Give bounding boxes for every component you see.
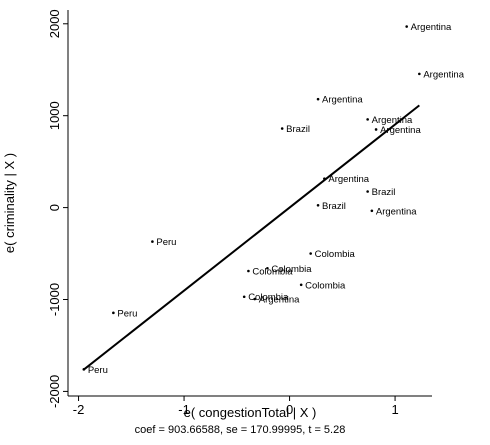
point-label: Argentina xyxy=(411,22,452,33)
y-tick-label: 0 xyxy=(47,204,62,211)
fit-line xyxy=(83,104,420,371)
data-point xyxy=(418,72,421,76)
data-point xyxy=(112,311,115,315)
data-point xyxy=(366,118,369,121)
data-point xyxy=(316,203,320,207)
point-label: Brazil xyxy=(286,124,310,135)
axes xyxy=(67,10,432,397)
x-tick-label: 0 xyxy=(286,402,293,417)
point-label: Colombia xyxy=(252,267,293,278)
y-tick-label: 1000 xyxy=(47,101,62,130)
regression-note: coef = 903.66588, se = 170.99995, t = 5.… xyxy=(135,424,346,436)
data-point xyxy=(323,177,326,180)
point-label: Argentina xyxy=(423,69,464,80)
point-label: Colombia xyxy=(305,280,346,291)
x-ticks: -2 -1 0 1 xyxy=(73,396,399,417)
data-point xyxy=(309,252,312,255)
point-label: Argentina xyxy=(259,295,300,306)
data-point xyxy=(316,97,320,101)
y-axis-label: e( criminality | X ) xyxy=(2,153,17,253)
data-point xyxy=(253,297,257,301)
data-point xyxy=(374,128,378,131)
x-axis-label: e( congestionTotal | X ) xyxy=(184,405,317,420)
point-label: Argentina xyxy=(322,95,363,106)
y-tick-label: -1000 xyxy=(47,283,62,316)
point-label: Brazil xyxy=(322,201,346,212)
y-tick-label: 2000 xyxy=(47,9,62,38)
point-label: Peru xyxy=(88,365,108,376)
point-label: Peru xyxy=(156,237,176,248)
point-label: Colombia xyxy=(271,264,312,275)
data-point xyxy=(370,209,374,213)
y-tick-label: -2000 xyxy=(47,375,62,408)
point-label: Brazil xyxy=(372,187,396,198)
data-point xyxy=(299,283,303,287)
data-point xyxy=(366,190,369,193)
point-label: Argentina xyxy=(328,174,369,185)
data-point xyxy=(242,295,246,299)
x-tick-label: -1 xyxy=(178,402,190,417)
data-point xyxy=(280,127,284,130)
x-tick-label: -2 xyxy=(73,402,85,417)
data-point xyxy=(266,266,269,270)
y-ticks: -2000 -1000 0 1000 2000 xyxy=(47,9,68,408)
point-label: Argentina xyxy=(372,115,413,126)
data-point xyxy=(151,240,154,243)
point-label: Colombia xyxy=(248,292,289,303)
data-point xyxy=(247,269,250,273)
point-label: Colombia xyxy=(315,249,356,260)
x-tick-label: 1 xyxy=(391,402,398,417)
data-points: ArgentinaArgentinaArgentinaArgentinaArge… xyxy=(82,22,465,376)
data-point xyxy=(82,368,86,371)
point-label: Argentina xyxy=(380,125,421,136)
data-point xyxy=(405,25,408,28)
point-label: Argentina xyxy=(376,206,417,217)
point-label: Peru xyxy=(117,308,137,319)
